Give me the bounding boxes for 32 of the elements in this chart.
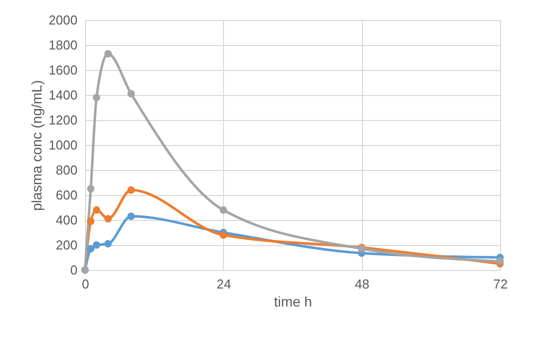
- y-tick-label: 800: [56, 162, 78, 178]
- point: [220, 206, 228, 214]
- y-tick-label: 1600: [48, 62, 78, 78]
- x-tick-label: 72: [493, 276, 508, 292]
- point: [496, 258, 504, 265]
- point: [87, 245, 94, 252]
- point: [104, 240, 112, 248]
- y-tick-label: 600: [56, 188, 78, 202]
- x-tick-label: 48: [354, 276, 370, 292]
- y-tick-label: 400: [56, 212, 78, 228]
- point: [92, 241, 100, 249]
- y-tick-label: 1200: [48, 112, 78, 128]
- y-tick-label: 2000: [48, 12, 78, 28]
- x-axis-title: time h: [274, 294, 312, 310]
- point: [127, 212, 135, 220]
- point: [87, 218, 94, 225]
- point: [92, 94, 100, 102]
- point: [127, 186, 135, 194]
- y-tick-label: 1800: [48, 38, 78, 52]
- y-axis-title: plasma conc (ng/mL): [28, 80, 45, 211]
- x-tick-label: 0: [82, 276, 90, 292]
- point: [220, 231, 228, 239]
- y-tick-label: 0: [70, 262, 78, 278]
- point: [104, 215, 112, 222]
- y-tick-label: 200: [56, 238, 78, 252]
- point: [104, 50, 112, 58]
- point: [127, 90, 135, 98]
- y-tick-label: 1400: [48, 88, 78, 102]
- y-tick-label: 1000: [48, 138, 78, 152]
- point: [92, 206, 100, 214]
- x-tick-label: 24: [216, 276, 232, 292]
- point: [87, 185, 94, 192]
